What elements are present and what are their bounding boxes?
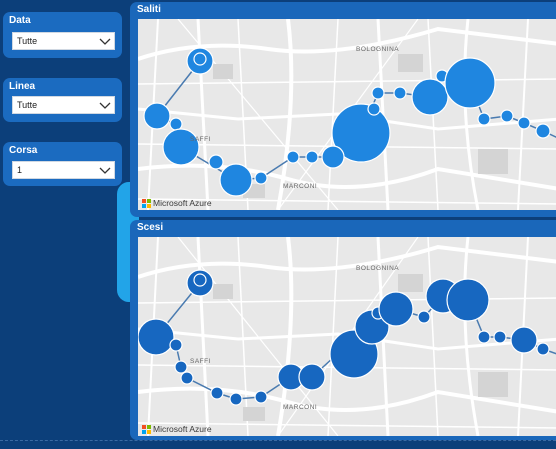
linea-dropdown-value: Tutte: [17, 100, 38, 110]
stop-bubble: [477, 112, 491, 126]
stop-bubble: [510, 326, 538, 354]
scesi-title: Scesi: [137, 222, 164, 233]
stop-bubble: [517, 116, 531, 130]
stop-bubble: [536, 342, 550, 356]
stop-bubble: [143, 102, 171, 130]
filter-card-corsa: Corsa 1: [3, 142, 122, 186]
saliti-bubbles: [143, 47, 551, 197]
stop-bubble: [331, 103, 391, 163]
map-label-saffi: SAFFI: [190, 136, 211, 143]
page-divider: [0, 440, 556, 441]
stop-bubble: [254, 390, 268, 404]
stop-bubble: [411, 78, 449, 116]
corsa-dropdown-value: 1: [17, 165, 23, 175]
map-attribution: Microsoft Azure: [142, 424, 212, 434]
stop-bubble: [162, 128, 200, 166]
stop-bubble: [193, 52, 207, 66]
saliti-map[interactable]: BOLOGNINA SAFFI MARCONI Microsoft Azure: [138, 19, 556, 210]
linea-dropdown[interactable]: Tutte: [12, 96, 115, 114]
map-label-saffi: SAFFI: [190, 358, 211, 365]
stop-bubble: [500, 109, 514, 123]
filter-card-linea: Linea Tutte: [3, 78, 122, 122]
stop-bubble: [174, 360, 188, 374]
chevron-down-icon: [99, 102, 111, 109]
stop-bubble: [321, 145, 345, 169]
stop-bubble: [298, 363, 326, 391]
chevron-down-icon: [99, 167, 111, 174]
stop-bubble: [393, 86, 407, 100]
data-dropdown[interactable]: Tutte: [12, 32, 115, 50]
stop-bubble: [378, 291, 414, 327]
saliti-map-canvas: [138, 19, 556, 210]
scesi-map[interactable]: BOLOGNINA SAFFI MARCONI Microsoft Azure: [138, 237, 556, 436]
attribution-text: Microsoft Azure: [153, 198, 212, 208]
scesi-panel: Scesi: [130, 220, 556, 440]
attribution-text: Microsoft Azure: [153, 424, 212, 434]
stop-bubble: [371, 86, 385, 100]
stop-bubble: [493, 330, 507, 344]
stop-bubble: [138, 318, 175, 356]
stop-bubble: [305, 150, 319, 164]
microsoft-logo-icon: [142, 424, 151, 434]
stop-bubble: [477, 330, 491, 344]
stop-bubble: [446, 278, 490, 322]
stop-bubble: [208, 154, 224, 170]
filter-card-data: Data Tutte: [3, 12, 122, 58]
map-label-bolognina: BOLOGNINA: [356, 46, 400, 53]
stop-bubble: [169, 117, 183, 131]
corsa-dropdown[interactable]: 1: [12, 161, 115, 179]
stop-bubble: [417, 310, 431, 324]
map-label-marconi: MARCONI: [283, 183, 318, 190]
stop-bubble: [193, 273, 207, 287]
filter-label-corsa: Corsa: [9, 145, 38, 156]
stop-bubble: [254, 171, 268, 185]
stop-bubble: [210, 386, 224, 400]
map-label-bolognina: BOLOGNINA: [356, 265, 400, 272]
map-label-marconi: MARCONI: [283, 404, 318, 411]
stop-bubble: [444, 57, 496, 109]
stop-bubble: [286, 150, 300, 164]
scesi-map-canvas: [138, 237, 556, 436]
microsoft-logo-icon: [142, 198, 151, 208]
stop-bubble: [169, 338, 183, 352]
saliti-title: Saliti: [137, 4, 161, 15]
chevron-down-icon: [99, 38, 111, 45]
filter-label-data: Data: [9, 15, 31, 26]
map-attribution: Microsoft Azure: [142, 198, 212, 208]
data-dropdown-value: Tutte: [17, 36, 38, 46]
stop-bubble: [367, 102, 381, 116]
scesi-bubbles: [138, 269, 550, 406]
stop-bubble: [229, 392, 243, 406]
filter-label-linea: Linea: [9, 81, 36, 92]
stop-bubble: [219, 163, 253, 197]
saliti-panel: Saliti: [130, 2, 556, 217]
stop-bubble: [180, 371, 194, 385]
stop-bubble: [535, 123, 551, 139]
